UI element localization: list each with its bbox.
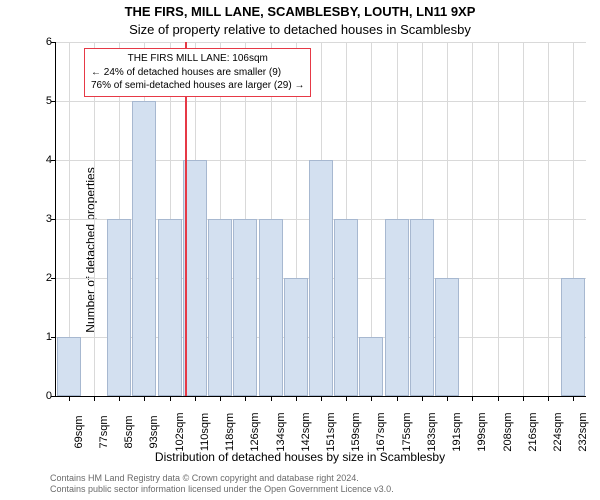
xtick-label: 216sqm	[527, 412, 539, 451]
annotation-line1: THE FIRS MILL LANE: 106sqm	[91, 52, 304, 66]
xtick-mark	[69, 396, 70, 401]
chart-title: THE FIRS, MILL LANE, SCAMBLESBY, LOUTH, …	[0, 4, 600, 19]
histogram-bar	[385, 219, 409, 396]
ytick-label: 0	[34, 390, 52, 402]
xtick-label: 191sqm	[451, 412, 463, 451]
xtick-mark	[119, 396, 120, 401]
histogram-bar	[334, 219, 358, 396]
ytick-label: 2	[34, 272, 52, 284]
xtick-label: 167sqm	[375, 412, 387, 451]
xtick-mark	[220, 396, 221, 401]
xtick-mark	[346, 396, 347, 401]
xtick-label: 183sqm	[426, 412, 438, 451]
xtick-mark	[548, 396, 549, 401]
ytick-label: 6	[34, 36, 52, 48]
histogram-bar	[284, 278, 308, 396]
footer-line2: Contains public sector information licen…	[50, 484, 590, 496]
xtick-label: 102sqm	[174, 412, 186, 451]
xtick-label: 118sqm	[224, 413, 236, 451]
xtick-mark	[397, 396, 398, 401]
annotation-box: THE FIRS MILL LANE: 106sqm← 24% of detac…	[84, 48, 311, 97]
xtick-label: 232sqm	[577, 412, 589, 451]
histogram-bar	[208, 219, 232, 396]
gridline-v	[472, 42, 473, 396]
xtick-mark	[472, 396, 473, 401]
histogram-plot: 012345669sqm77sqm85sqm93sqm102sqm110sqm1…	[55, 42, 586, 397]
ytick-label: 5	[34, 95, 52, 107]
histogram-bar	[410, 219, 434, 396]
histogram-bar	[233, 219, 257, 396]
xtick-label: 199sqm	[476, 412, 488, 451]
xtick-mark	[94, 396, 95, 401]
xtick-label: 85sqm	[123, 415, 135, 448]
histogram-bar	[309, 160, 333, 396]
xtick-mark	[498, 396, 499, 401]
xtick-label: 224sqm	[552, 412, 564, 451]
histogram-bar	[359, 337, 383, 396]
xtick-mark	[321, 396, 322, 401]
xtick-mark	[573, 396, 574, 401]
chart-subtitle: Size of property relative to detached ho…	[0, 22, 600, 37]
gridline-v	[523, 42, 524, 396]
xtick-mark	[447, 396, 448, 401]
x-axis-label: Distribution of detached houses by size …	[0, 450, 600, 464]
xtick-label: 69sqm	[73, 415, 85, 448]
xtick-label: 126sqm	[249, 412, 261, 451]
xtick-label: 208sqm	[502, 412, 514, 451]
footer-text: Contains HM Land Registry data © Crown c…	[50, 473, 590, 496]
histogram-bar	[107, 219, 131, 396]
xtick-label: 175sqm	[401, 412, 413, 451]
histogram-bar	[435, 278, 459, 396]
histogram-bar	[132, 101, 156, 396]
xtick-label: 159sqm	[350, 412, 362, 451]
xtick-label: 77sqm	[98, 415, 110, 448]
xtick-mark	[422, 396, 423, 401]
xtick-mark	[195, 396, 196, 401]
annotation-line2: ← 24% of detached houses are smaller (9)	[91, 66, 304, 80]
xtick-mark	[245, 396, 246, 401]
histogram-bar	[57, 337, 81, 396]
ytick-label: 4	[34, 154, 52, 166]
xtick-mark	[271, 396, 272, 401]
xtick-mark	[296, 396, 297, 401]
gridline-v	[548, 42, 549, 396]
xtick-label: 93sqm	[148, 415, 160, 448]
xtick-mark	[170, 396, 171, 401]
xtick-label: 134sqm	[275, 412, 287, 451]
histogram-bar	[158, 219, 182, 396]
xtick-mark	[144, 396, 145, 401]
gridline-v	[498, 42, 499, 396]
xtick-label: 151sqm	[325, 412, 337, 451]
annotation-line3: 76% of semi-detached houses are larger (…	[91, 79, 304, 93]
xtick-label: 142sqm	[300, 412, 312, 451]
histogram-bar	[259, 219, 283, 396]
xtick-label: 110sqm	[199, 413, 211, 451]
footer-line1: Contains HM Land Registry data © Crown c…	[50, 473, 590, 485]
ytick-label: 3	[34, 213, 52, 225]
histogram-bar	[561, 278, 585, 396]
xtick-mark	[371, 396, 372, 401]
ytick-label: 1	[34, 331, 52, 343]
xtick-mark	[523, 396, 524, 401]
